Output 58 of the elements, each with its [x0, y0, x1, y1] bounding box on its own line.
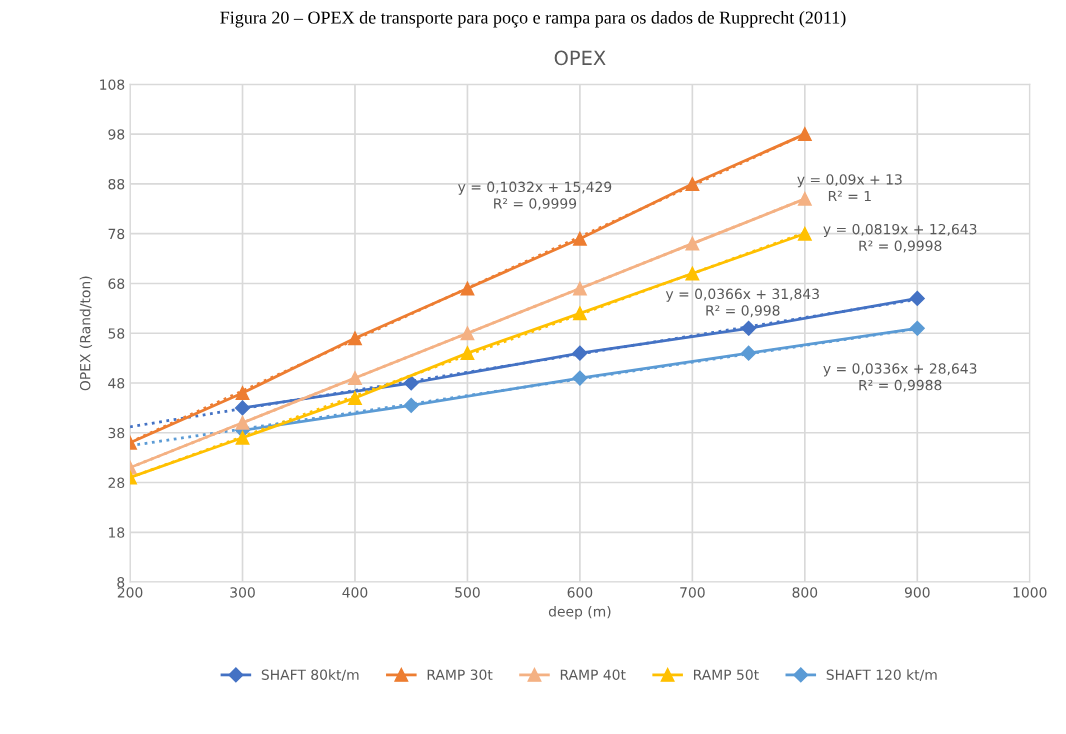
point	[403, 397, 419, 413]
point	[460, 346, 475, 361]
y-tick-label: 108	[100, 79, 125, 90]
x-tick-label: 200	[117, 587, 143, 598]
annotation: y = 0,09x + 13 R² = 1	[797, 174, 902, 202]
y-tick-label: 38	[108, 427, 125, 439]
point	[797, 127, 812, 142]
y-tick-label: 48	[108, 377, 125, 389]
point	[741, 345, 757, 361]
legend-label: RAMP 40t	[560, 669, 626, 680]
y-tick-label: 98	[108, 129, 125, 140]
point	[572, 306, 587, 321]
point	[909, 290, 925, 306]
x-tick-label: 400	[342, 587, 368, 598]
point	[348, 371, 362, 385]
point	[348, 390, 362, 405]
point	[685, 236, 700, 251]
point	[572, 231, 587, 246]
point	[235, 415, 250, 430]
y-tick-label: 78	[108, 228, 125, 240]
point	[460, 281, 475, 296]
y-tick-label: 58	[108, 328, 125, 339]
x-tick-label: 1000	[1013, 587, 1047, 598]
y-axis-title: OPEX (Rand/ton)	[79, 276, 93, 391]
point	[460, 326, 475, 341]
point	[348, 331, 362, 346]
y-tick-label: 68	[108, 278, 125, 289]
point	[909, 320, 925, 336]
y-tick-label: 8	[117, 577, 125, 588]
x-tick-label: 700	[680, 587, 705, 598]
x-tick-label: 300	[230, 587, 255, 598]
x-tick-label: 500	[455, 587, 480, 598]
point	[797, 191, 812, 206]
annotation: y = 0,1032x + 15,429 R² = 0,9999	[458, 181, 612, 211]
x-axis-title: deep (m)	[548, 605, 611, 620]
point	[234, 400, 251, 416]
y-tick-label: 28	[108, 477, 125, 489]
y-tick-label: 88	[108, 178, 125, 190]
chart-title: OPEX	[554, 50, 606, 66]
x-tick-label: 900	[904, 587, 930, 598]
point	[235, 430, 250, 445]
y-tick-label: 18	[109, 527, 125, 538]
legend-label: SHAFT 80kt/m	[261, 669, 359, 682]
x-tick-label: 800	[792, 587, 818, 598]
point	[685, 176, 700, 191]
point	[235, 386, 250, 400]
point	[685, 266, 700, 281]
legend-label: RAMP 50t	[694, 669, 759, 680]
text: Figura 20 – OPEX de transporte para poço e rampa para os dados de Rupprecht (2011)	[220, 11, 846, 28]
annotation: y = 0,0819x + 12,643 R² = 0,9998	[823, 223, 977, 253]
legend-label: SHAFT 120 kt/m	[826, 669, 937, 682]
legend-label: RAMP 30t	[427, 669, 493, 680]
annotation: y = 0,0336x + 28,643 R² = 0,9988	[823, 363, 977, 392]
point	[572, 281, 587, 296]
x-tick-label: 600	[567, 587, 593, 598]
point	[741, 320, 757, 336]
point	[797, 226, 812, 241]
annotation: y = 0,0366x + 31,843 R² = 0,998	[665, 288, 819, 318]
